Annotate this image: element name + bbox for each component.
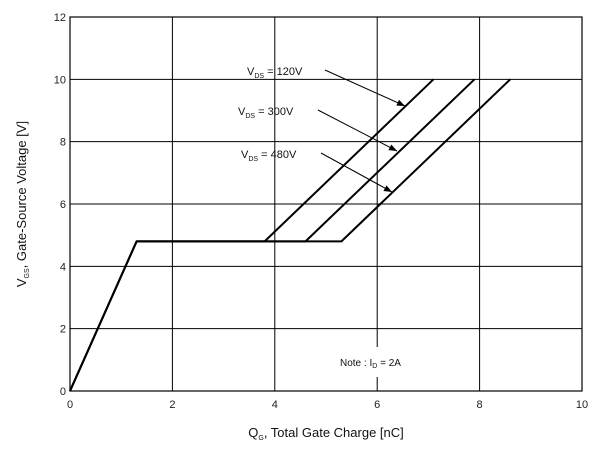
x-tick-label: 4 bbox=[272, 399, 278, 411]
x-tick-label: 6 bbox=[374, 399, 380, 411]
note-text: Note : ID = 2A bbox=[340, 358, 401, 370]
y-tick-label: 4 bbox=[60, 261, 66, 273]
y-tick-label: 6 bbox=[60, 199, 66, 211]
grid bbox=[69, 16, 583, 392]
y-axis-label: VGS, Gate-Source Voltage [V] bbox=[14, 121, 31, 287]
y-tick-label: 2 bbox=[60, 324, 66, 336]
series-line-120v bbox=[69, 78, 435, 392]
annotation-vds-300v: VDS = 300V bbox=[238, 106, 294, 120]
x-tick-label: 0 bbox=[67, 399, 73, 411]
x-tick-label: 8 bbox=[477, 399, 483, 411]
series-line-480v bbox=[69, 78, 511, 392]
annotation-arrow-line bbox=[320, 152, 393, 193]
annotation-vds-480v: VDS = 480V bbox=[241, 149, 297, 163]
series-annotations: VDS = 120V VDS = 300V VDS = 480V bbox=[238, 66, 406, 193]
annotation-arrow-head bbox=[383, 185, 392, 192]
annotation-vds-120v: VDS = 120V bbox=[247, 66, 303, 80]
x-tick-label: 2 bbox=[169, 399, 175, 411]
annotation-arrow-head bbox=[388, 144, 397, 151]
y-axis-ticks: 0 2 4 6 8 10 12 bbox=[54, 12, 66, 398]
y-tick-label: 0 bbox=[60, 386, 66, 398]
x-axis-label: QG, Total Gate Charge [nC] bbox=[248, 425, 404, 442]
y-tick-label: 10 bbox=[54, 74, 66, 86]
series-lines bbox=[69, 78, 511, 392]
plot-frame bbox=[69, 16, 583, 392]
y-tick-label: 12 bbox=[54, 12, 66, 24]
y-tick-label: 8 bbox=[60, 137, 66, 149]
annotation-arrow-line bbox=[324, 69, 406, 107]
annotation-arrow-head bbox=[396, 99, 405, 106]
x-axis-ticks: 0 2 4 6 8 10 bbox=[67, 399, 588, 411]
annotation-arrow-line bbox=[317, 109, 398, 152]
x-tick-label: 10 bbox=[576, 399, 588, 411]
note-box: Note : ID = 2A bbox=[330, 347, 430, 377]
